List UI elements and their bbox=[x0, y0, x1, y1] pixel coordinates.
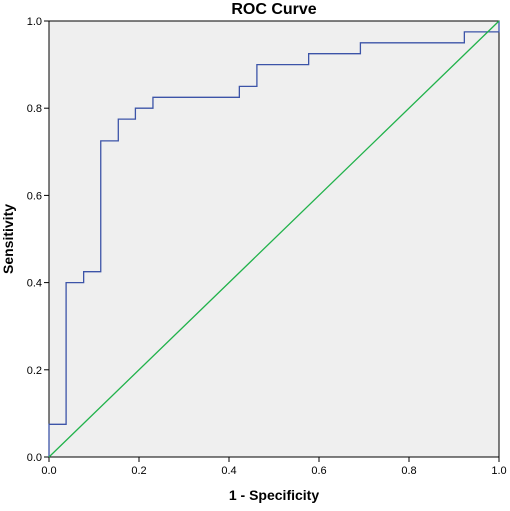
x-tick-label: 0.0 bbox=[41, 465, 56, 477]
y-tick-label: 0.2 bbox=[27, 365, 42, 377]
x-tick-label: 0.6 bbox=[311, 465, 326, 477]
chart-title: ROC Curve bbox=[231, 1, 316, 18]
roc-curve-line bbox=[48, 21, 500, 457]
y-axis-label: Sensitivity bbox=[0, 204, 16, 274]
axis-ticks: 0.0 0.2 0.4 0.6 0.8 1.0 0.0 0.2 0.4 0.6 0.8 1.0 bbox=[27, 16, 507, 477]
y-tick-label: 0.6 bbox=[27, 190, 42, 202]
y-tick-label: 0.0 bbox=[27, 452, 42, 464]
x-tick-label: 1.0 bbox=[491, 465, 506, 477]
x-tick-label: 0.8 bbox=[401, 465, 416, 477]
y-tick-label: 1.0 bbox=[27, 16, 42, 28]
y-tick-label: 0.4 bbox=[27, 278, 42, 290]
y-tick-label: 0.8 bbox=[27, 103, 42, 115]
x-axis-label: 1 - Specificity bbox=[229, 487, 319, 503]
x-tick-label: 0.4 bbox=[221, 465, 236, 477]
reference-diagonal-line bbox=[48, 20, 500, 458]
x-tick-label: 0.2 bbox=[131, 465, 146, 477]
series-layer bbox=[48, 20, 500, 458]
